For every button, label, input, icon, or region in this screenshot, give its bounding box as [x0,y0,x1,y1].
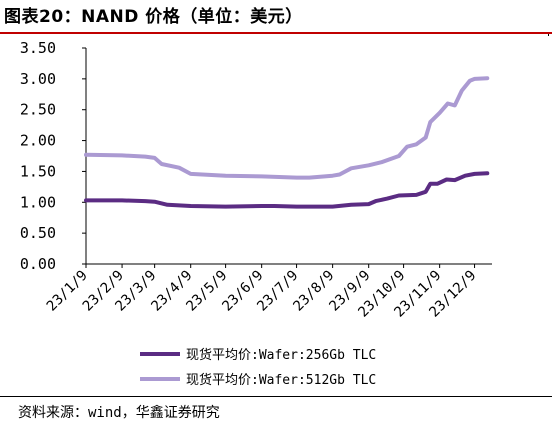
corner-mark [548,34,549,36]
y-tick-label: 2.50 [20,101,56,119]
y-tick-label: 3.00 [20,70,56,88]
footer-rule [0,396,552,397]
series-line-512gb [84,76,490,180]
legend: 现货平均价:Wafer:256Gb TLC 现货平均价:Wafer:512Gb T… [140,347,376,388]
y-tick-label: 0.50 [20,224,56,242]
y-tick-label: 2.00 [20,132,56,150]
y-tick-label: 1.00 [20,193,56,211]
legend-label: 现货平均价:Wafer:256Gb TLC [186,347,376,363]
source-note: 资料来源：wind，华鑫证券研究 [18,405,220,421]
series-line-256gb [84,171,490,209]
x-axis: 23/1/923/2/923/3/923/4/923/5/923/6/923/7… [44,263,492,321]
chart-title: 图表20：NAND 价格（单位：美元） [4,7,303,27]
y-tick-label: 0.00 [20,255,56,273]
legend-label: 现货平均价:Wafer:512Gb TLC [186,372,376,388]
y-axis: 0.00 0.50 1.00 1.50 2.00 2.50 3.00 3.50 [20,39,87,273]
y-tick-label: 3.50 [20,39,56,57]
title-rule [0,32,552,34]
y-tick-label: 1.50 [20,162,56,180]
series-lines [84,76,490,209]
